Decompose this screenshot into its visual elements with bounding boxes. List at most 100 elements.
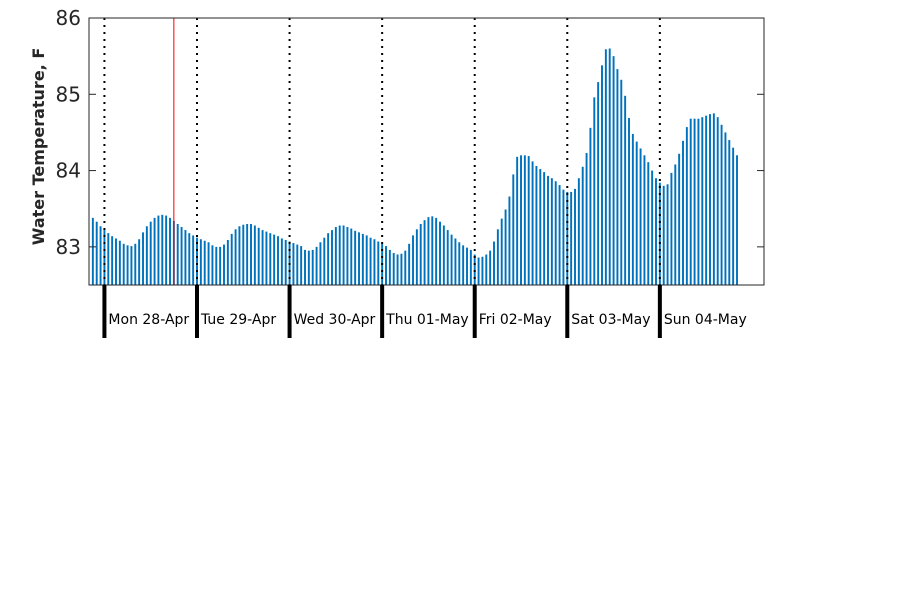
bar xyxy=(95,221,98,285)
bar xyxy=(115,238,117,285)
bar xyxy=(184,230,187,285)
bar xyxy=(496,229,499,285)
bar xyxy=(334,227,337,285)
bar xyxy=(207,242,210,285)
bar xyxy=(481,256,484,285)
bar xyxy=(246,223,249,285)
bar xyxy=(543,172,546,285)
bar xyxy=(442,225,445,285)
bar xyxy=(234,229,237,285)
bar xyxy=(169,217,171,285)
bar xyxy=(99,226,102,285)
bar xyxy=(354,230,357,285)
y-tick-label: 83 xyxy=(56,235,81,259)
y-axis: 83 84 85 86 xyxy=(56,6,764,259)
bar xyxy=(219,246,222,285)
day-label: Tue 29-Apr xyxy=(200,312,276,328)
bar xyxy=(373,239,376,285)
bar xyxy=(566,191,569,285)
bar xyxy=(469,249,472,285)
day-label: Mon 28-Apr xyxy=(108,312,189,328)
bar xyxy=(693,118,696,285)
bar xyxy=(504,209,507,285)
bar xyxy=(203,240,206,285)
bar xyxy=(670,172,673,285)
bar xyxy=(520,155,522,285)
bar xyxy=(558,185,561,285)
bar xyxy=(736,155,738,285)
bar xyxy=(697,118,700,285)
bar xyxy=(265,231,268,285)
bar xyxy=(493,241,495,285)
bar xyxy=(612,56,615,285)
bar xyxy=(319,242,322,285)
bar xyxy=(338,225,341,285)
bar xyxy=(431,216,434,285)
bar xyxy=(655,178,657,285)
bar xyxy=(477,257,480,285)
bar xyxy=(701,117,704,285)
bar xyxy=(304,249,306,285)
bar xyxy=(142,232,144,285)
bar xyxy=(608,48,611,286)
bar xyxy=(454,238,457,285)
bar xyxy=(180,227,183,285)
bar xyxy=(581,166,584,285)
x-axis: Mon 28-Apr Tue 29-Apr Wed 30-Apr Thu 01-May… xyxy=(102,285,747,338)
bar xyxy=(415,229,418,285)
bar xyxy=(624,95,627,285)
bar xyxy=(361,233,364,285)
bar xyxy=(427,217,430,285)
bar xyxy=(315,246,318,285)
bar xyxy=(589,127,592,285)
bar xyxy=(689,118,692,285)
bar xyxy=(728,140,731,285)
bar xyxy=(682,140,684,285)
bar xyxy=(616,69,619,285)
bar xyxy=(323,237,326,285)
bar xyxy=(539,169,542,285)
bar xyxy=(666,184,669,285)
bar xyxy=(211,245,214,285)
bar xyxy=(651,170,654,285)
bar xyxy=(635,141,638,285)
y-tick-label: 85 xyxy=(56,82,81,106)
bar xyxy=(226,239,229,285)
bar xyxy=(446,230,449,285)
bar xyxy=(250,223,252,285)
bar xyxy=(122,243,125,285)
bar xyxy=(716,117,719,285)
bar xyxy=(273,234,276,285)
bar xyxy=(369,237,372,285)
bar xyxy=(280,238,283,285)
bar xyxy=(196,237,198,285)
bar xyxy=(284,239,287,285)
bar xyxy=(466,247,468,285)
bar xyxy=(508,196,511,285)
bar xyxy=(473,254,476,285)
bar xyxy=(647,162,650,285)
bar xyxy=(230,233,233,285)
bar xyxy=(176,223,179,285)
bar xyxy=(138,239,141,285)
bar xyxy=(404,250,407,285)
day-label: Thu 01-May xyxy=(385,312,469,328)
bar xyxy=(462,245,465,285)
bar xyxy=(720,124,723,285)
bar xyxy=(593,97,596,285)
bar xyxy=(118,240,121,285)
bar xyxy=(327,233,330,285)
bar xyxy=(388,249,391,285)
bar xyxy=(126,245,129,285)
bar xyxy=(531,161,534,285)
bar xyxy=(705,115,708,286)
bar xyxy=(188,233,191,285)
bar xyxy=(253,225,256,285)
bar xyxy=(458,242,461,285)
bar xyxy=(628,117,630,286)
bar xyxy=(685,127,688,285)
bar xyxy=(111,236,114,285)
y-tick-label: 84 xyxy=(56,159,81,183)
bar xyxy=(346,227,349,285)
